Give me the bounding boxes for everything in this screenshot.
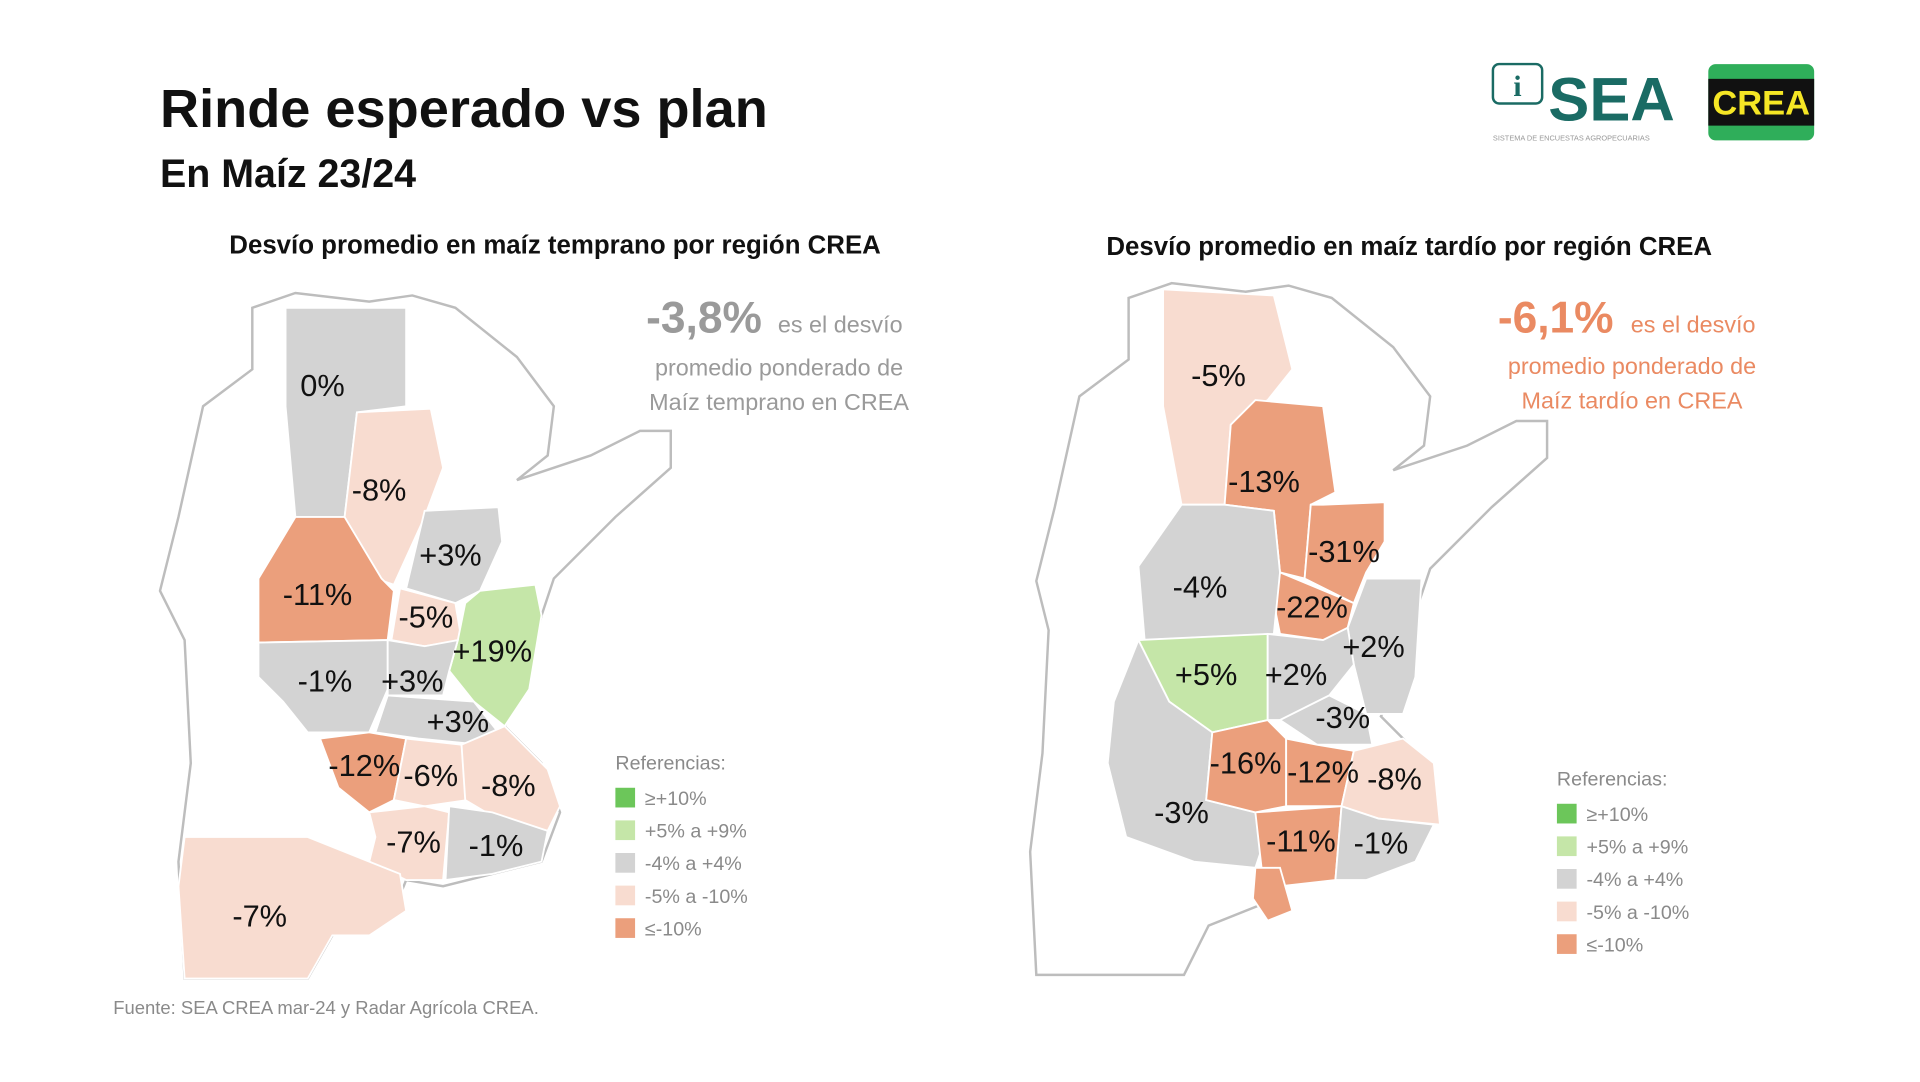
region-label: -3% (1315, 700, 1370, 735)
region-label: -22% (1276, 589, 1348, 624)
legend-label: -4% a +4% (1586, 869, 1683, 891)
region-label: -5% (1191, 358, 1246, 393)
sea-logo: i SEA SISTEMA DE ENCUESTAS AGROPECUARIAS (1491, 62, 1675, 142)
region-label: -4% (1173, 570, 1228, 605)
legend-late: Referencias: ≥+10% +5% a +9% -4% a +4% -5% a… (1556, 768, 1689, 956)
region-label: -16% (1210, 746, 1282, 781)
legend-label: ≥+10% (1586, 804, 1648, 826)
sea-logo-tagline: SISTEMA DE ENCUESTAS AGROPECUARIAS (1493, 133, 1650, 142)
region (1278, 694, 1374, 746)
page-subtitle: En Maíz 23/24 (160, 152, 416, 196)
legend-early: Referencias: ≥+10% +5% a +9% -4% a +4% -5% a… (615, 752, 748, 940)
legend-label: +5% a +9% (1586, 837, 1688, 859)
region (448, 583, 543, 728)
map-title-late: Desvío promedio en maíz tardío por regió… (1106, 233, 1712, 261)
legend-label: -5% a -10% (1586, 902, 1689, 924)
legend-swatch (615, 885, 636, 906)
info-bubble-icon (1491, 62, 1544, 105)
region-label: +3% (381, 663, 443, 698)
region (1137, 503, 1281, 642)
region (1254, 805, 1343, 888)
svg-text:i: i (1513, 71, 1521, 103)
legend-title: Referencias: (615, 752, 726, 774)
stat-text: promedio ponderado de (655, 354, 903, 380)
region (392, 737, 469, 808)
crea-logo-text: CREA (1712, 85, 1810, 123)
stat-value: -3,8% (646, 293, 762, 342)
region-label: -11% (283, 577, 353, 612)
legend-swatch (615, 787, 636, 808)
region-label: +3% (427, 704, 489, 739)
region-label: -1% (1354, 826, 1409, 861)
region-label: -13% (1228, 464, 1300, 499)
region-label: -7% (386, 825, 441, 860)
region (257, 516, 395, 644)
legend-label: ≤-10% (1586, 934, 1643, 956)
legend-swatch (1556, 901, 1577, 922)
region-label: -5% (399, 599, 454, 634)
region-label: +2% (1265, 657, 1327, 692)
map-late-maize: -5% -13% -31% -22% -4% +2% +5% +2% -3% -… (1028, 281, 1549, 977)
sea-logo-text: SEA (1548, 66, 1675, 135)
stat-early: -3,8% es el desvío promedio ponderado de… (646, 293, 909, 415)
region (368, 805, 451, 882)
source-note: Fuente: SEA CREA mar-24 y Radar Agrícola… (113, 997, 539, 1018)
region-label: -3% (1154, 795, 1209, 830)
region-label: -1% (298, 663, 353, 698)
region-label: -8% (352, 473, 407, 508)
legend-title: Referencias: (1557, 768, 1668, 790)
region-label: +2% (1342, 629, 1404, 664)
region-label: -31% (1308, 534, 1380, 569)
region-label: 0% (300, 368, 344, 403)
stat-text: promedio ponderado de (1508, 353, 1756, 379)
region (444, 805, 549, 882)
map-title-early: Desvío promedio en maíz temprano por reg… (229, 232, 881, 260)
stat-text: es el desvío (778, 311, 903, 337)
region (1303, 501, 1386, 605)
region-label: +19% (453, 634, 533, 669)
stat-text: es el desvío (1631, 311, 1756, 337)
legend-swatch (615, 853, 636, 873)
region-label: -8% (1367, 762, 1422, 797)
legend-swatch (1556, 869, 1577, 889)
region-label: -11% (1266, 823, 1336, 858)
map-early-maize: 0% -8% +3% -11% -5% +19% -1% +3% +3% -12… (158, 291, 672, 980)
region-label: -7% (232, 898, 287, 933)
legend-label: ≤-10% (645, 918, 702, 940)
region (177, 836, 408, 980)
legend-swatch (1556, 934, 1577, 954)
region (1266, 626, 1355, 722)
crea-logo: CREA (1708, 64, 1815, 141)
page-title: Rinde esperado vs plan (160, 79, 768, 139)
region-label: -6% (403, 758, 458, 793)
stat-text: Maíz temprano en CREA (649, 389, 909, 415)
region-label: +3% (419, 538, 481, 573)
legend-swatch (615, 820, 636, 841)
region (460, 725, 561, 832)
region-label: -12% (1287, 754, 1359, 789)
region (1334, 804, 1436, 882)
region-label: -1% (469, 828, 524, 863)
legend-swatch (1556, 836, 1577, 857)
stat-late: -6,1% es el desvío promedio ponderado de… (1498, 293, 1756, 413)
legend-label: -5% a -10% (645, 886, 748, 908)
region-label: -8% (481, 768, 536, 803)
region (1251, 866, 1294, 922)
stat-value: -6,1% (1498, 293, 1614, 342)
region-label: +5% (1175, 657, 1237, 692)
legend-label: +5% a +9% (645, 821, 747, 843)
region-label: -12% (328, 748, 400, 783)
region (1106, 637, 1263, 869)
stat-text: Maíz tardío en CREA (1522, 388, 1743, 414)
legend-swatch (615, 918, 636, 938)
legend-swatch (1556, 803, 1577, 824)
legend-label: ≥+10% (645, 788, 707, 810)
legend-label: -4% a +4% (645, 853, 742, 875)
